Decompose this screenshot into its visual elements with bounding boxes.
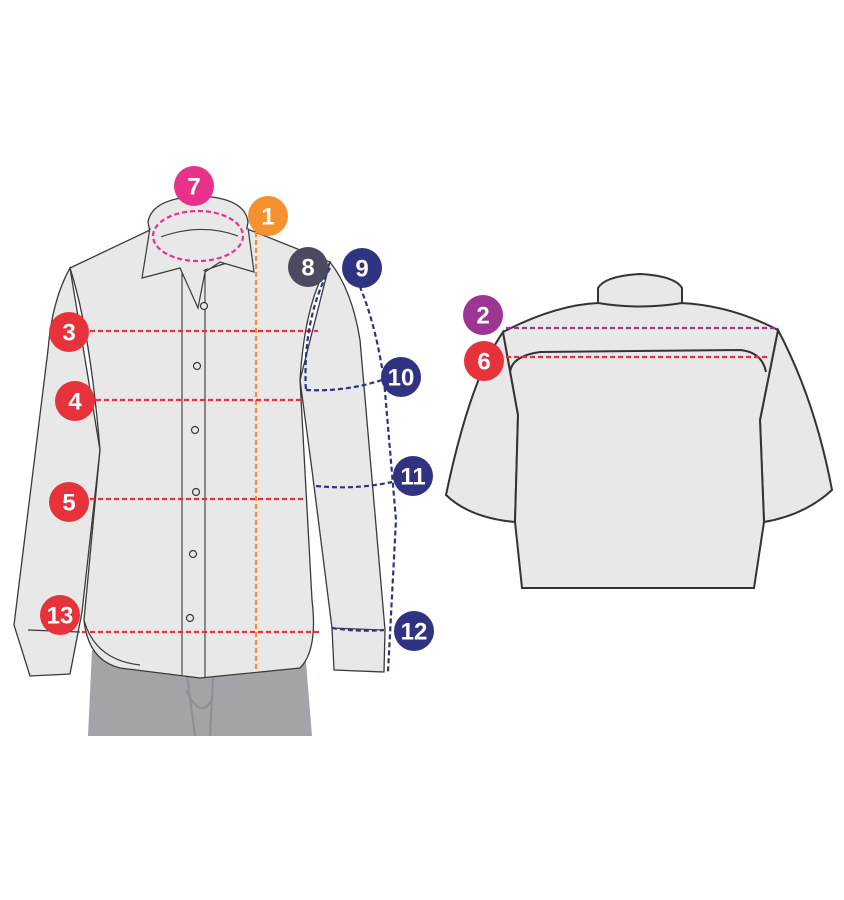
badge-6-label: 6 — [477, 349, 490, 376]
badge-4-circle — [55, 381, 95, 421]
badge-12: 12 — [394, 611, 434, 651]
right-sleeve — [299, 260, 386, 673]
badge-9: 9 — [342, 248, 382, 288]
badge-1: 1 — [248, 196, 288, 236]
badge-5: 5 — [49, 482, 89, 522]
badge-6-circle — [464, 341, 504, 381]
badge-9-circle — [342, 248, 382, 288]
badge-7: 7 — [174, 166, 214, 206]
badge-3: 3 — [49, 312, 89, 352]
back-right-sleeve — [758, 327, 834, 524]
badge-3-circle — [49, 312, 89, 352]
badge-2-circle — [463, 295, 503, 335]
back-yoke-seam — [509, 348, 767, 373]
badge-2-label: 2 — [476, 303, 489, 330]
badge-8-circle — [288, 247, 328, 287]
badge-6: 6 — [464, 341, 504, 381]
badge-8-label: 8 — [301, 255, 314, 282]
shirt-body — [69, 229, 331, 679]
badge-10: 10 — [381, 357, 421, 397]
badge-7-circle — [174, 166, 214, 206]
back-collar — [597, 272, 683, 308]
badge-10-label: 10 — [388, 365, 415, 392]
badge-12-circle — [394, 611, 434, 651]
back-shirt-view — [444, 272, 834, 589]
badge-13: 13 — [40, 595, 80, 635]
badge-9-label: 9 — [355, 256, 368, 283]
measure-line-7-neck — [151, 209, 245, 263]
measure-line-8-armhole — [304, 267, 331, 393]
shirt-buttons — [185, 301, 209, 623]
badge-10-circle — [381, 357, 421, 397]
badge-4-label: 4 — [68, 389, 82, 416]
badge-2: 2 — [463, 295, 503, 335]
badge-13-label: 13 — [47, 603, 74, 630]
badge-1-label: 1 — [261, 204, 274, 231]
badge-7-label: 7 — [187, 174, 200, 201]
badge-1-circle — [248, 196, 288, 236]
badge-8: 8 — [288, 247, 328, 287]
badge-5-label: 5 — [62, 490, 75, 517]
badge-4: 4 — [55, 381, 95, 421]
badge-13-circle — [40, 595, 80, 635]
badge-12-label: 12 — [401, 619, 428, 646]
badge-11: 11 — [393, 456, 433, 496]
badge-5-circle — [49, 482, 89, 522]
badge-3-label: 3 — [62, 320, 75, 347]
front-shirt-view — [13, 195, 386, 737]
badge-11-label: 11 — [400, 464, 425, 491]
back-body — [501, 302, 780, 589]
measure-line-12-cuff — [331, 626, 385, 632]
badge-11-circle — [393, 456, 433, 496]
